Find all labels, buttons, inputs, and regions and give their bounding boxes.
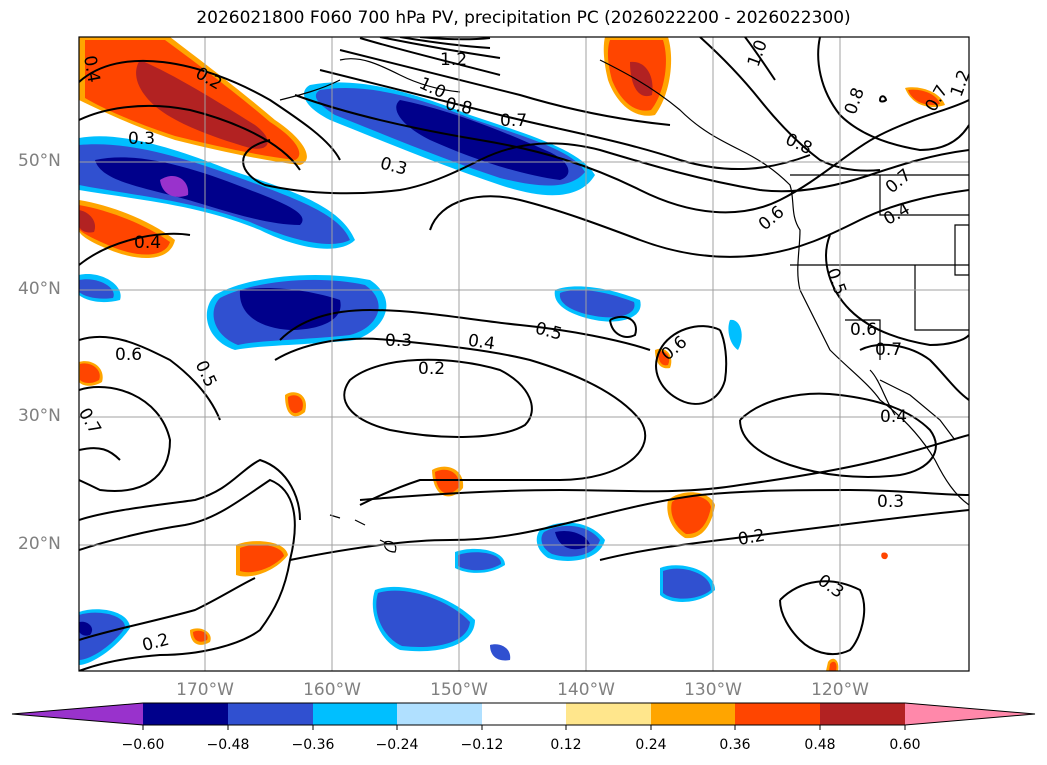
- lat-tick-label: 20°N: [18, 534, 61, 554]
- contour-label: 0.4: [467, 331, 497, 355]
- negative-precip-shading: [79, 82, 742, 665]
- lon-tick-label: 150°W: [430, 680, 488, 700]
- contour-label: 0.2: [418, 359, 445, 379]
- contour-label: 0.6: [115, 345, 142, 365]
- colorbar: [11, 702, 1036, 730]
- colorbar-tick-label: −0.12: [460, 737, 504, 753]
- lon-tick-label: 130°W: [684, 680, 742, 700]
- lon-tick-label: 170°W: [176, 680, 234, 700]
- colorbar-extend-left: [12, 703, 143, 725]
- contour-label: 0.4: [79, 54, 103, 84]
- contour-label: 0.4: [880, 407, 907, 427]
- coastline: [279, 58, 969, 553]
- colorbar-tick-label: 0.48: [804, 737, 836, 753]
- positive-precip-shading: [79, 37, 945, 671]
- colorbar-tick-label: −0.24: [375, 737, 419, 753]
- lon-tick-label: 140°W: [557, 680, 615, 700]
- colorbar-extend-right: [905, 703, 1035, 725]
- contour-label: 1.2: [440, 50, 467, 70]
- lon-tick-label: 120°W: [811, 680, 869, 700]
- contour-label: 0.3: [385, 331, 412, 351]
- graticule: [79, 37, 969, 671]
- colorbar-tick-label: 0.60: [889, 737, 921, 753]
- colorbar-tick-label: −0.36: [291, 737, 335, 753]
- pv-contours: [79, 37, 969, 671]
- contour-label: 0.3: [877, 492, 904, 512]
- contour-label: 0.7: [500, 111, 527, 131]
- map-title: 2026021800 F060 700 hPa PV, precipitatio…: [196, 8, 851, 28]
- map-frame: [78, 36, 970, 672]
- colorbar-tick-label: 0.36: [719, 737, 751, 753]
- lat-tick-label: 50°N: [18, 151, 61, 171]
- contour-label: 0.7: [875, 340, 902, 360]
- contour-label: 0.6: [850, 320, 877, 340]
- colorbar-tick-label: 0.12: [550, 737, 582, 753]
- lat-tick-label: 30°N: [18, 406, 61, 426]
- contour-label: 0.4: [134, 233, 161, 253]
- contour-label: 1.2: [947, 67, 975, 99]
- contour-label: 0.2: [736, 526, 766, 550]
- colorbar-tick-label: 0.24: [635, 737, 667, 753]
- contour-label: 0.3: [128, 129, 155, 149]
- lon-tick-label: 160°W: [303, 680, 361, 700]
- lat-tick-label: 40°N: [18, 279, 61, 299]
- colorbar-tick-label: −0.48: [206, 737, 250, 753]
- colorbar-tick-label: −0.60: [121, 737, 165, 753]
